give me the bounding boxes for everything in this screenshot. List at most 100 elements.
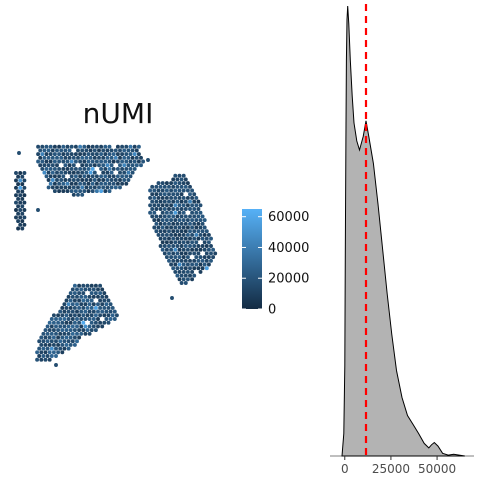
spot — [98, 298, 103, 303]
spot — [154, 199, 159, 204]
spot — [79, 317, 84, 321]
spot — [132, 144, 137, 149]
spot — [99, 181, 104, 186]
spot — [59, 148, 64, 153]
spot — [169, 195, 174, 200]
spot — [139, 155, 143, 160]
spot — [188, 244, 192, 248]
spot — [84, 155, 89, 160]
spot — [98, 305, 103, 310]
spot — [179, 251, 184, 256]
spot — [39, 335, 44, 340]
spot — [173, 247, 178, 252]
spot — [35, 357, 40, 362]
spot — [164, 181, 169, 186]
spot — [103, 166, 108, 171]
spot — [20, 174, 25, 179]
spot — [66, 331, 71, 336]
spot — [55, 178, 59, 182]
spot — [169, 255, 174, 260]
spot — [164, 210, 169, 215]
spot — [158, 192, 163, 197]
spot — [160, 181, 165, 186]
spot — [37, 339, 42, 344]
spot — [66, 346, 71, 351]
spot — [196, 199, 201, 204]
spot — [175, 244, 180, 248]
spot — [105, 178, 110, 182]
spot — [190, 218, 195, 223]
spot — [169, 188, 174, 193]
spot — [66, 339, 71, 344]
spot — [60, 335, 65, 340]
spot — [73, 144, 78, 149]
spot — [75, 309, 79, 314]
spot — [90, 181, 95, 186]
spot — [181, 225, 186, 230]
spot — [124, 166, 129, 171]
spot — [79, 331, 84, 336]
spot — [18, 193, 23, 198]
spot — [122, 170, 127, 175]
spot — [68, 328, 73, 333]
spot — [130, 163, 135, 168]
spot — [54, 324, 58, 329]
spot — [183, 251, 188, 256]
spot — [192, 273, 197, 278]
spot — [18, 185, 23, 190]
spot — [87, 302, 92, 307]
spot — [79, 309, 84, 314]
spot — [42, 148, 47, 153]
spot — [190, 269, 195, 274]
spot — [179, 184, 184, 189]
spot — [185, 255, 190, 260]
spot — [84, 178, 89, 182]
spot — [194, 247, 199, 252]
spot — [84, 185, 89, 190]
spot — [69, 166, 74, 171]
spot — [85, 313, 90, 318]
spot — [114, 313, 119, 318]
spot — [43, 328, 48, 333]
spot — [198, 262, 203, 267]
spot — [192, 199, 197, 204]
spot — [90, 189, 95, 194]
spot — [122, 155, 127, 160]
spot — [211, 255, 216, 260]
spot — [173, 188, 178, 193]
spot — [111, 174, 116, 179]
spot — [78, 152, 83, 157]
spot — [75, 339, 79, 344]
x-tick-label: 0 — [341, 462, 349, 476]
spot — [194, 203, 199, 208]
spot — [46, 170, 51, 175]
spot — [60, 342, 65, 347]
spot — [162, 221, 167, 226]
spot — [102, 291, 107, 296]
spot — [85, 283, 90, 288]
spot — [185, 188, 190, 193]
spot — [52, 159, 57, 164]
spot — [98, 291, 103, 296]
spot — [65, 159, 70, 164]
spot — [20, 219, 25, 224]
spot — [179, 281, 184, 285]
spot — [14, 185, 18, 190]
spot — [20, 226, 25, 231]
spot — [54, 317, 58, 321]
spot — [120, 174, 125, 179]
spot — [160, 240, 165, 245]
spot — [110, 313, 115, 318]
spot — [171, 258, 176, 263]
spot — [48, 174, 53, 179]
spot — [60, 313, 65, 318]
spot — [162, 214, 167, 219]
spot — [76, 170, 80, 175]
spot — [148, 210, 153, 215]
spot — [158, 236, 163, 241]
spot — [169, 240, 174, 245]
spot — [71, 185, 76, 190]
spot — [107, 166, 112, 171]
spot — [79, 294, 84, 299]
